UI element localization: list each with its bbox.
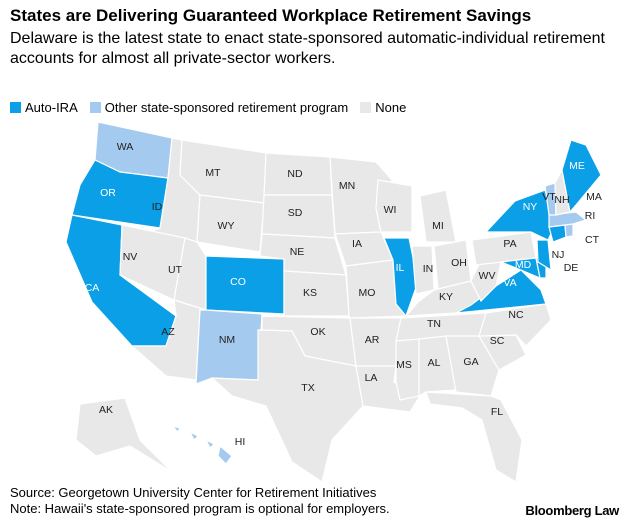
state-label: CT: [585, 234, 600, 246]
state-label: UT: [168, 264, 183, 276]
state-label: ND: [287, 168, 303, 180]
state: [75, 397, 173, 473]
state-label: MS: [396, 359, 412, 371]
state-label: AK: [99, 404, 113, 416]
note: Note: Hawaii's state-sponsored program i…: [10, 501, 390, 516]
footer: Source: Georgetown University Center for…: [10, 485, 390, 517]
state-label: TX: [301, 382, 314, 394]
legend: Auto-IRA Other state-sponsored retirement…: [10, 100, 406, 115]
legend-item: Auto-IRA: [10, 100, 78, 115]
state: [536, 239, 552, 272]
state-label: NH: [554, 194, 569, 206]
state-label: LA: [365, 372, 378, 384]
state: [445, 335, 500, 397]
state-label: CA: [85, 282, 100, 294]
state-label: CO: [230, 276, 246, 288]
state-label: NJ: [552, 249, 565, 261]
state-label: RI: [585, 210, 596, 222]
state-label: VA: [503, 277, 516, 289]
state-label: DE: [564, 262, 579, 274]
state-label: MN: [339, 180, 355, 192]
title: States are Delivering Guaranteed Workpla…: [10, 6, 532, 25]
state-label: WY: [218, 220, 235, 232]
state-label: AR: [365, 334, 380, 346]
legend-label: None: [375, 100, 407, 115]
state-label: IL: [396, 262, 405, 274]
state-label: MT: [205, 167, 221, 179]
state-label: MA: [586, 191, 602, 203]
state-label: PA: [503, 238, 516, 250]
state: [170, 424, 181, 434]
legend-swatch: [10, 102, 21, 113]
state: [548, 224, 567, 243]
state: [561, 139, 602, 214]
state-label: GA: [463, 356, 478, 368]
state-label: AZ: [161, 326, 175, 338]
state: [564, 223, 574, 238]
state-label: VT: [542, 191, 556, 203]
state-label: NY: [523, 201, 538, 213]
state: [419, 189, 457, 243]
legend-label: Auto-IRA: [25, 100, 78, 115]
state-label: KS: [303, 287, 317, 299]
legend-swatch: [360, 102, 372, 113]
state-label: MO: [359, 287, 376, 299]
state-label: MD: [515, 259, 532, 271]
state-label: AL: [428, 357, 441, 369]
state: [195, 309, 263, 385]
state: [418, 335, 457, 398]
state-label: OR: [100, 187, 116, 199]
state-label: OK: [310, 326, 325, 338]
legend-item: None: [360, 100, 406, 115]
state-label: KY: [439, 291, 453, 303]
state: [548, 211, 588, 228]
state-label: TN: [427, 318, 441, 330]
subtitle: Delaware is the latest state to enact st…: [10, 30, 605, 67]
source: Source: Georgetown University Center for…: [10, 485, 377, 500]
state-label: IN: [423, 263, 434, 275]
state-label: NC: [508, 309, 524, 321]
state-label: NM: [219, 334, 235, 346]
state-label: SC: [490, 335, 505, 347]
state: [425, 391, 523, 483]
state-label: FL: [491, 406, 503, 418]
state-label: WI: [384, 204, 397, 216]
state: [210, 329, 364, 483]
legend-item: Other state-sponsored retirement program: [89, 100, 349, 115]
state-label: ID: [152, 201, 163, 213]
state-label: ME: [569, 160, 585, 172]
state: [395, 338, 420, 401]
legend-label: Other state-sponsored retirement program: [104, 100, 349, 115]
state-label: WV: [479, 270, 496, 282]
state-label: NE: [290, 246, 305, 258]
state: [188, 430, 200, 442]
state-label: WA: [117, 141, 134, 153]
brand: Bloomberg Law: [525, 503, 619, 518]
state: [204, 438, 216, 450]
state: [375, 179, 413, 233]
state-label: SD: [288, 207, 303, 219]
legend-swatch: [89, 102, 101, 113]
state-label: MI: [432, 220, 444, 232]
state-label: HI: [235, 436, 246, 448]
state-label: OH: [451, 257, 467, 269]
state: [217, 444, 233, 465]
state-label: NV: [123, 251, 138, 263]
state-label: IA: [352, 238, 362, 250]
